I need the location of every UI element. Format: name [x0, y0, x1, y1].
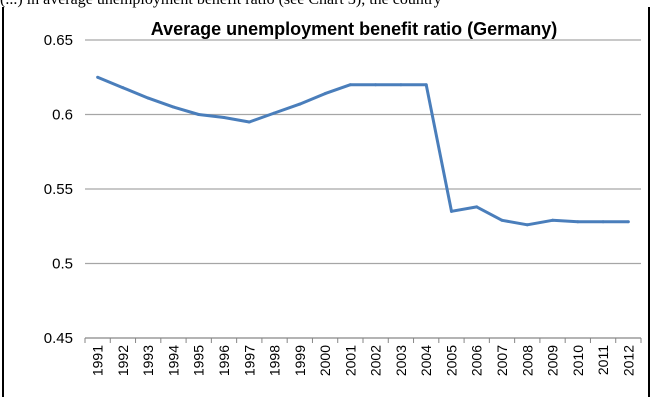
grid-lines: [85, 39, 641, 265]
data-point: [374, 83, 378, 87]
x-tick-label: 1999: [292, 345, 308, 376]
data-point: [449, 209, 453, 213]
data-point: [399, 83, 403, 87]
data-point: [273, 111, 277, 115]
x-tick-label: 2007: [494, 345, 510, 376]
data-point: [171, 105, 175, 109]
data-point: [323, 92, 327, 96]
y-axis-ticks: 0.45 0.5 0.55 0.6 0.65: [44, 32, 73, 347]
line-chart: Average unemployment benefit ratio (Germ…: [44, 19, 642, 376]
chart-title: Average unemployment benefit ratio (Germ…: [151, 19, 557, 39]
x-tick-label: 1991: [90, 345, 106, 376]
data-point: [424, 83, 428, 87]
x-tick-label: 2009: [545, 345, 561, 376]
y-tick-label: 0.65: [44, 32, 73, 49]
x-axis: [84, 337, 642, 343]
data-point: [601, 220, 605, 224]
x-tick-label: 1993: [140, 345, 156, 376]
x-tick-label: 2006: [469, 345, 485, 376]
x-tick-label: 2010: [570, 345, 586, 376]
x-tick-label: 2004: [418, 345, 434, 376]
x-tick-label: 1997: [241, 345, 257, 376]
x-tick-label: 1995: [191, 345, 207, 376]
data-point: [626, 220, 630, 224]
data-point: [96, 75, 100, 79]
y-tick-label: 0.55: [44, 181, 73, 198]
x-tick-label: 2002: [368, 345, 384, 376]
data-point: [525, 223, 529, 227]
chart-frame: Average unemployment benefit ratio (Germ…: [2, 7, 650, 397]
x-tick-label: 1992: [115, 345, 131, 376]
x-tick-label: 2008: [519, 345, 535, 376]
data-point: [146, 96, 150, 100]
y-tick-label: 0.5: [52, 256, 73, 273]
data-point: [298, 102, 302, 106]
data-point: [121, 86, 125, 90]
x-tick-label: 2000: [317, 345, 333, 376]
x-tick-label: 2001: [342, 345, 358, 376]
x-axis-ticks: 1991 1992 1993 1994 1995 1996 1997 1998 1999 2000…: [90, 345, 637, 376]
header-text-fragment: (...) in average unemployment benefit ra…: [0, 0, 653, 9]
data-point: [247, 120, 251, 124]
data-point: [475, 205, 479, 209]
x-tick-label: 1994: [165, 345, 181, 376]
x-tick-label: 2012: [620, 345, 636, 376]
data-point: [348, 83, 352, 87]
data-point: [551, 218, 555, 222]
x-tick-label: 1996: [216, 345, 232, 376]
data-point: [576, 220, 580, 224]
x-tick-label: 2003: [393, 345, 409, 376]
x-tick-label: 2011: [595, 345, 611, 375]
x-tick-label: 2005: [443, 345, 459, 376]
data-point: [222, 115, 226, 119]
series-group: [96, 75, 630, 227]
x-tick-label: 1998: [267, 345, 283, 376]
y-tick-label: 0.6: [52, 107, 73, 124]
y-tick-label: 0.45: [44, 330, 73, 347]
series-line: [97, 75, 629, 227]
data-point: [197, 113, 201, 116]
data-point: [500, 218, 504, 222]
